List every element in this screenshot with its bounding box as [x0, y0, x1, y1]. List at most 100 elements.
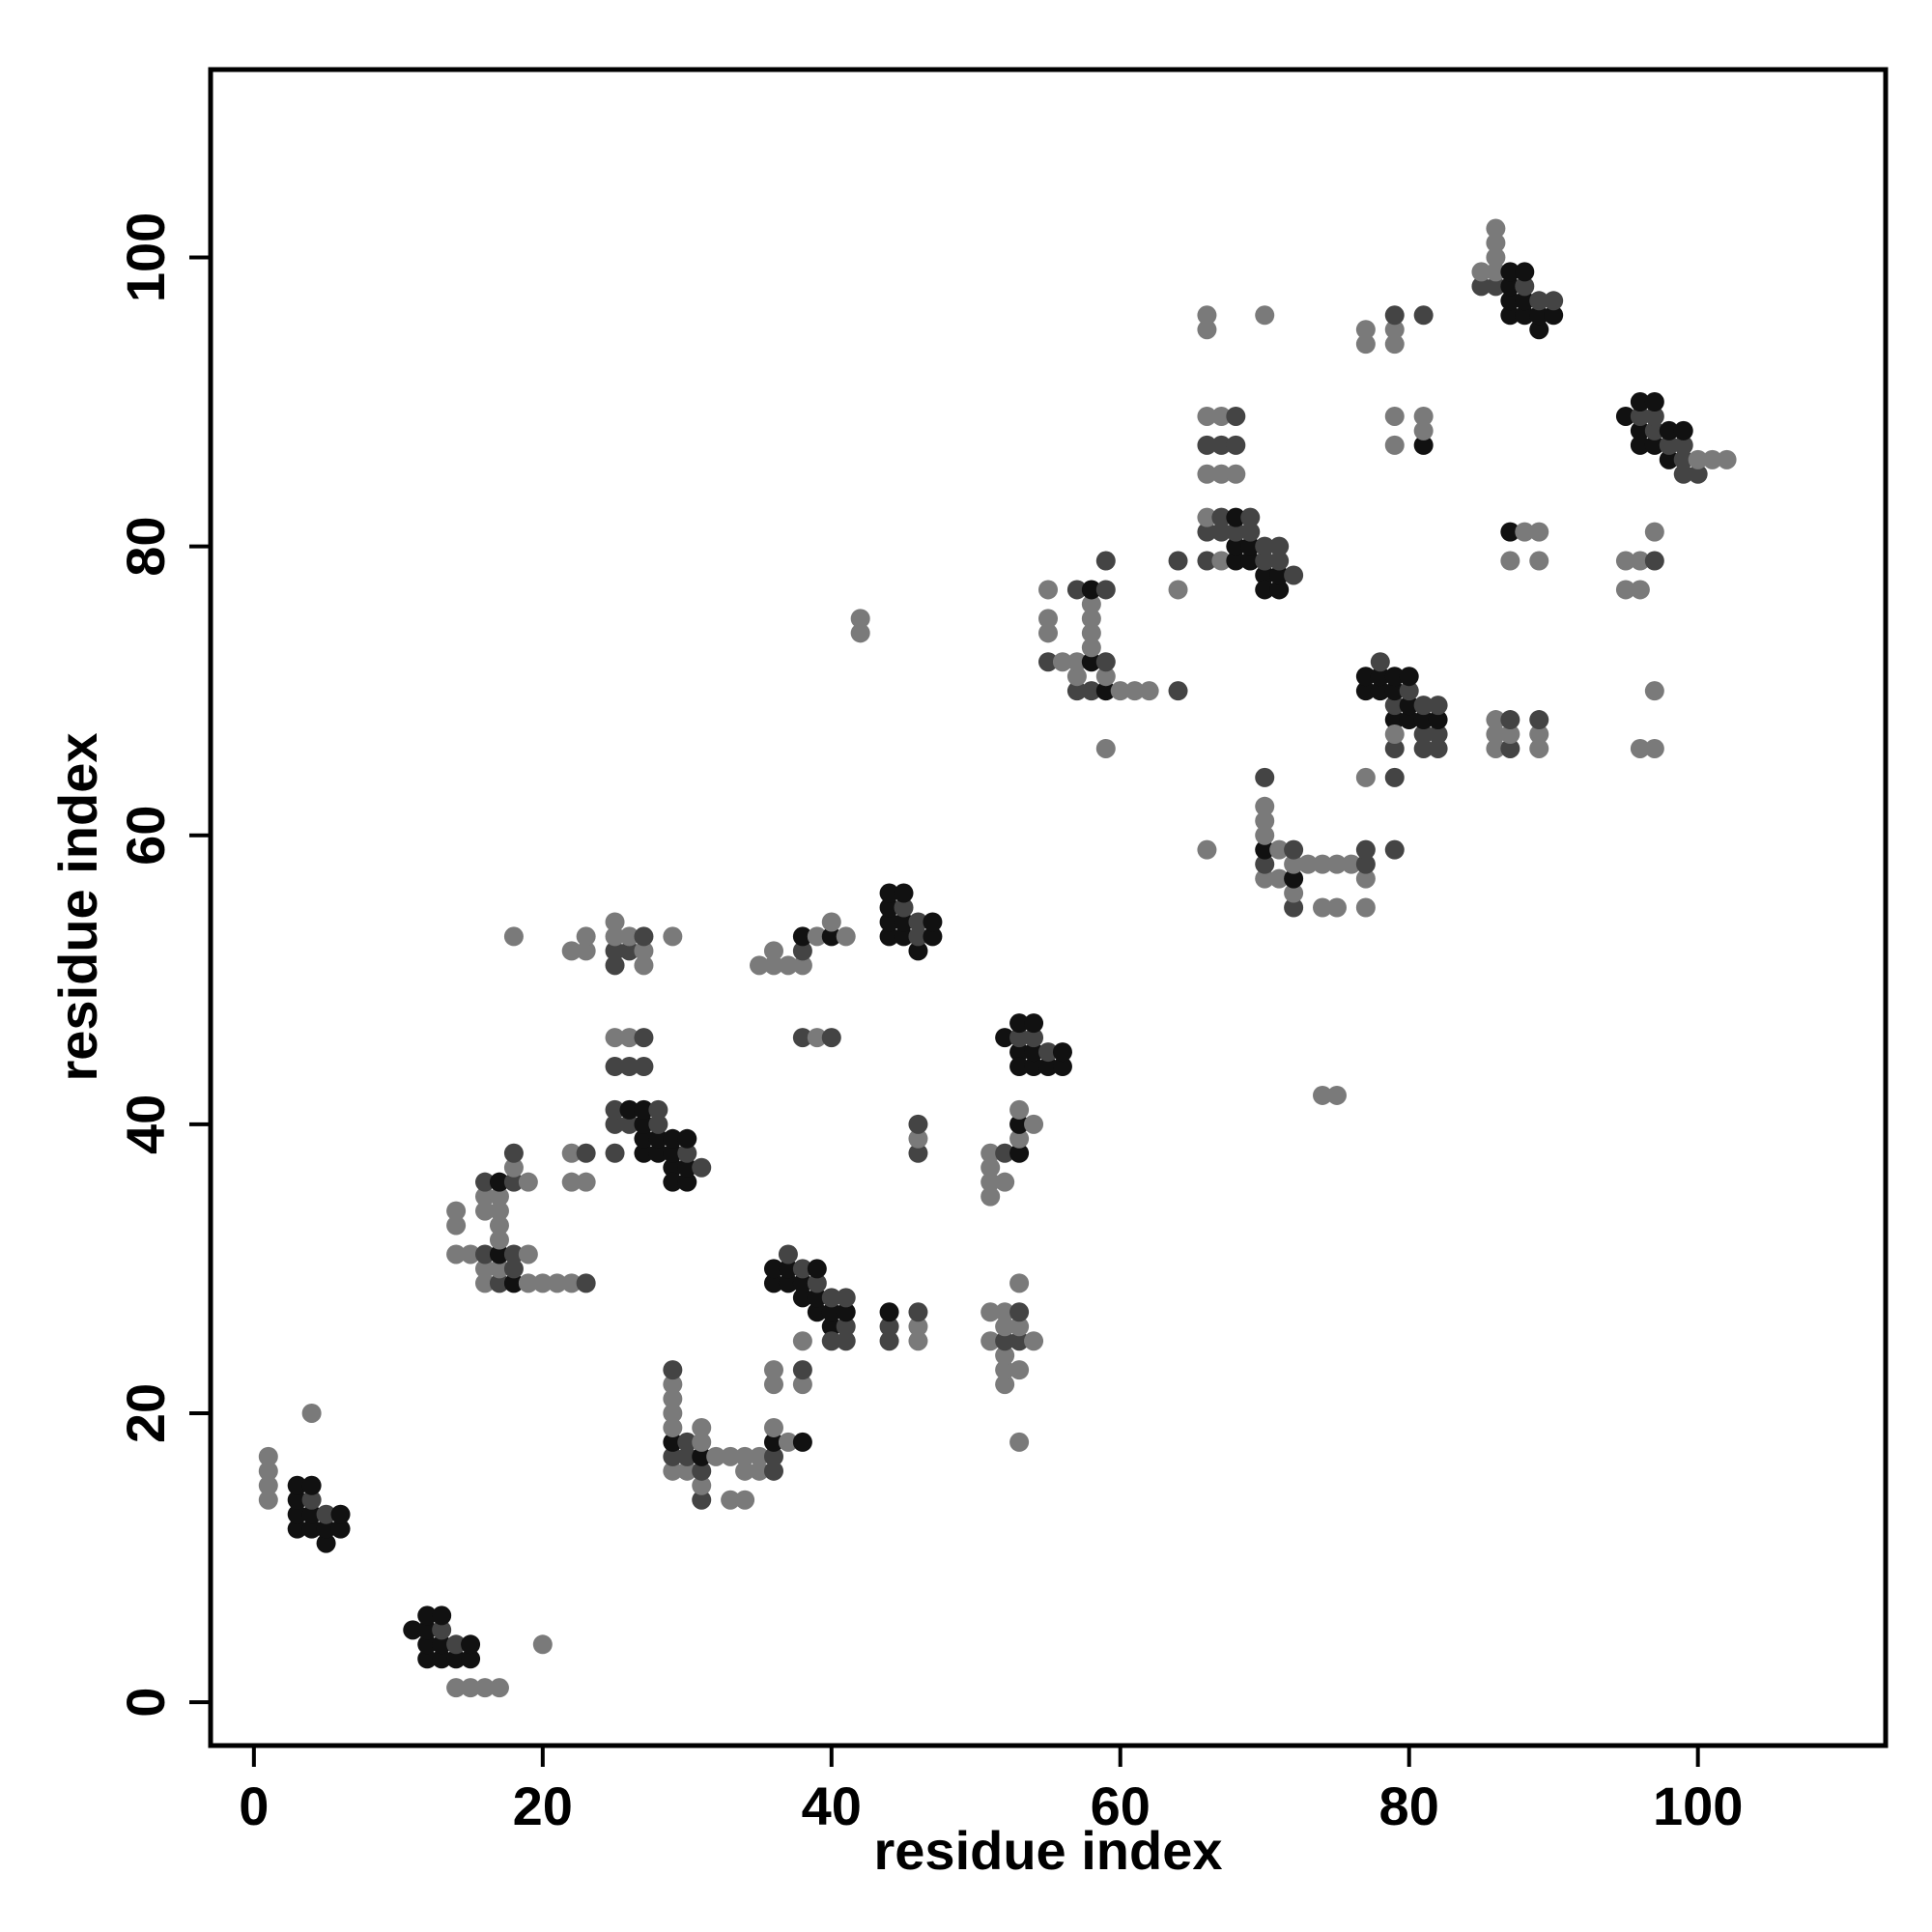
data-point [1399, 696, 1419, 716]
data-point [778, 955, 798, 976]
data-point [330, 1519, 351, 1539]
data-point [1500, 522, 1520, 542]
data-point [836, 926, 856, 947]
data-point [908, 1302, 928, 1322]
data-point [908, 1143, 928, 1163]
data-point [1486, 218, 1506, 239]
data-point [619, 941, 639, 961]
data-point [1269, 839, 1290, 860]
data-point [417, 1620, 438, 1640]
data-point [908, 912, 928, 932]
data-point [1110, 681, 1130, 701]
data-point [576, 941, 596, 961]
data-point [489, 1244, 509, 1264]
data-point [634, 955, 654, 976]
data-point [503, 1259, 524, 1279]
data-point [1313, 1085, 1333, 1105]
data-point [1197, 320, 1217, 340]
data-point [475, 1273, 496, 1293]
data-point [605, 912, 625, 932]
data-point [619, 1114, 639, 1134]
data-point [807, 1028, 827, 1048]
data-point [763, 1417, 783, 1437]
data-point [1529, 710, 1549, 730]
data-point [1240, 551, 1261, 571]
data-point [750, 1446, 770, 1466]
data-point [995, 1346, 1015, 1366]
data-point [778, 1244, 798, 1264]
data-point [735, 1490, 755, 1510]
data-point [1399, 681, 1419, 701]
data-point [663, 1375, 683, 1395]
data-point [1370, 652, 1390, 672]
data-point [1529, 738, 1549, 758]
data-point [1139, 681, 1159, 701]
data-point [605, 1099, 625, 1120]
data-point [518, 1244, 538, 1264]
data-point [518, 1273, 538, 1293]
data-point [1428, 696, 1448, 716]
data-point [1413, 420, 1434, 440]
data-point [576, 1273, 596, 1293]
data-point [1024, 1028, 1044, 1048]
data-point [258, 1461, 278, 1481]
data-point [1255, 580, 1275, 600]
data-point [1529, 724, 1549, 745]
x-axis: 0 20 40 60 80 100 [239, 1746, 1743, 1836]
data-point [1370, 681, 1390, 701]
data-point [879, 1317, 899, 1337]
data-point [1355, 667, 1376, 687]
data-point [763, 941, 783, 961]
data-point [316, 1533, 336, 1553]
data-point [1284, 883, 1304, 903]
data-point [1384, 839, 1405, 860]
data-point [605, 1028, 625, 1048]
data-point [561, 1273, 582, 1293]
data-point [403, 1620, 423, 1640]
data-point [792, 1432, 812, 1452]
data-point [503, 1244, 524, 1264]
data-point [1081, 609, 1101, 629]
data-point [792, 1288, 812, 1308]
data-point [446, 1201, 467, 1221]
data-point [1009, 1042, 1030, 1063]
data-point [1009, 1114, 1030, 1134]
data-point [561, 1143, 582, 1163]
data-point [995, 1028, 1015, 1048]
data-point [1529, 305, 1549, 326]
plot-frame [208, 67, 1889, 1748]
data-point [1211, 522, 1232, 542]
data-point [1284, 868, 1304, 889]
data-point [721, 1490, 741, 1510]
data-point [721, 1446, 741, 1466]
data-point [1009, 1057, 1030, 1077]
data-point [1355, 767, 1376, 787]
data-point [1544, 305, 1564, 326]
data-point [1081, 594, 1101, 614]
data-point [417, 1605, 438, 1626]
data-point [836, 1288, 856, 1308]
data-point [547, 1273, 567, 1293]
data-point [648, 1128, 668, 1149]
data-point [1095, 652, 1116, 672]
data-point [1197, 551, 1217, 571]
data-point [995, 1375, 1015, 1395]
data-point [605, 1114, 625, 1134]
data-point [1500, 291, 1520, 311]
data-point [1630, 392, 1650, 412]
data-point [461, 1678, 481, 1698]
data-point [503, 1157, 524, 1178]
data-point [1226, 435, 1246, 455]
data-point [1226, 536, 1246, 556]
data-point [995, 1172, 1015, 1192]
data-point [821, 1317, 841, 1337]
data-point [1255, 868, 1275, 889]
data-point [619, 926, 639, 947]
data-point [663, 1461, 683, 1481]
data-point [850, 623, 870, 643]
data-point [1024, 1331, 1044, 1351]
data-point [792, 1259, 812, 1279]
data-point [1413, 738, 1434, 758]
data-point [663, 1143, 683, 1163]
